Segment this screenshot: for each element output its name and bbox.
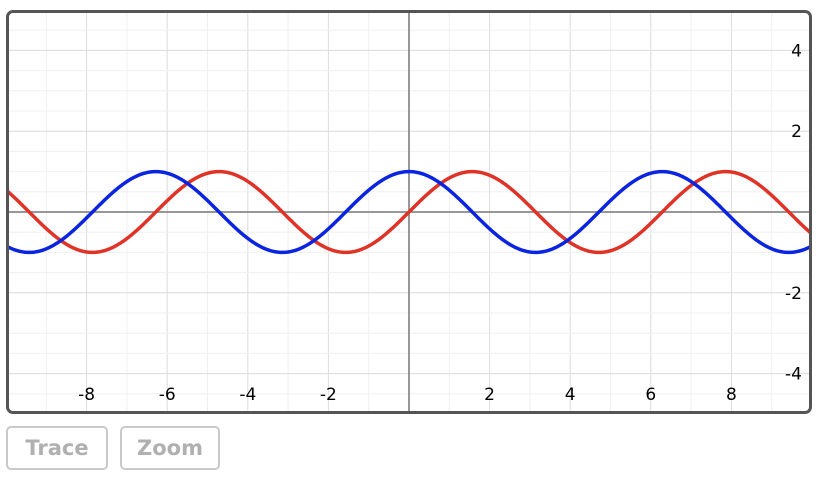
graph-frame[interactable]: -8 -6 -4 -2 2 4 6 8 -4 -2 2 4 bbox=[6, 10, 812, 414]
y-tick-label: 2 bbox=[791, 122, 802, 142]
zoom-button[interactable]: Zoom bbox=[120, 426, 220, 470]
y-tick-label: -4 bbox=[785, 365, 802, 385]
x-tick-label: -6 bbox=[159, 385, 176, 405]
trace-button[interactable]: Trace bbox=[6, 426, 108, 470]
x-tick-label: 8 bbox=[726, 385, 737, 405]
x-tick-label: 4 bbox=[565, 385, 576, 405]
x-tick-label: 6 bbox=[645, 385, 656, 405]
y-tick-label: 4 bbox=[791, 41, 802, 61]
x-tick-label: -2 bbox=[320, 385, 337, 405]
graph-canvas[interactable]: -8 -6 -4 -2 2 4 6 8 -4 -2 2 4 bbox=[6, 10, 812, 414]
series-line-cos[interactable] bbox=[6, 169, 812, 255]
x-tick-label: -4 bbox=[239, 385, 256, 405]
x-tick-label: -8 bbox=[78, 385, 95, 405]
series-line-sin[interactable] bbox=[6, 169, 812, 255]
plot-series bbox=[6, 169, 812, 255]
x-tick-label: 2 bbox=[484, 385, 495, 405]
tick-labels: -8 -6 -4 -2 2 4 6 8 -4 -2 2 4 bbox=[78, 41, 802, 404]
y-tick-label: -2 bbox=[785, 284, 802, 304]
